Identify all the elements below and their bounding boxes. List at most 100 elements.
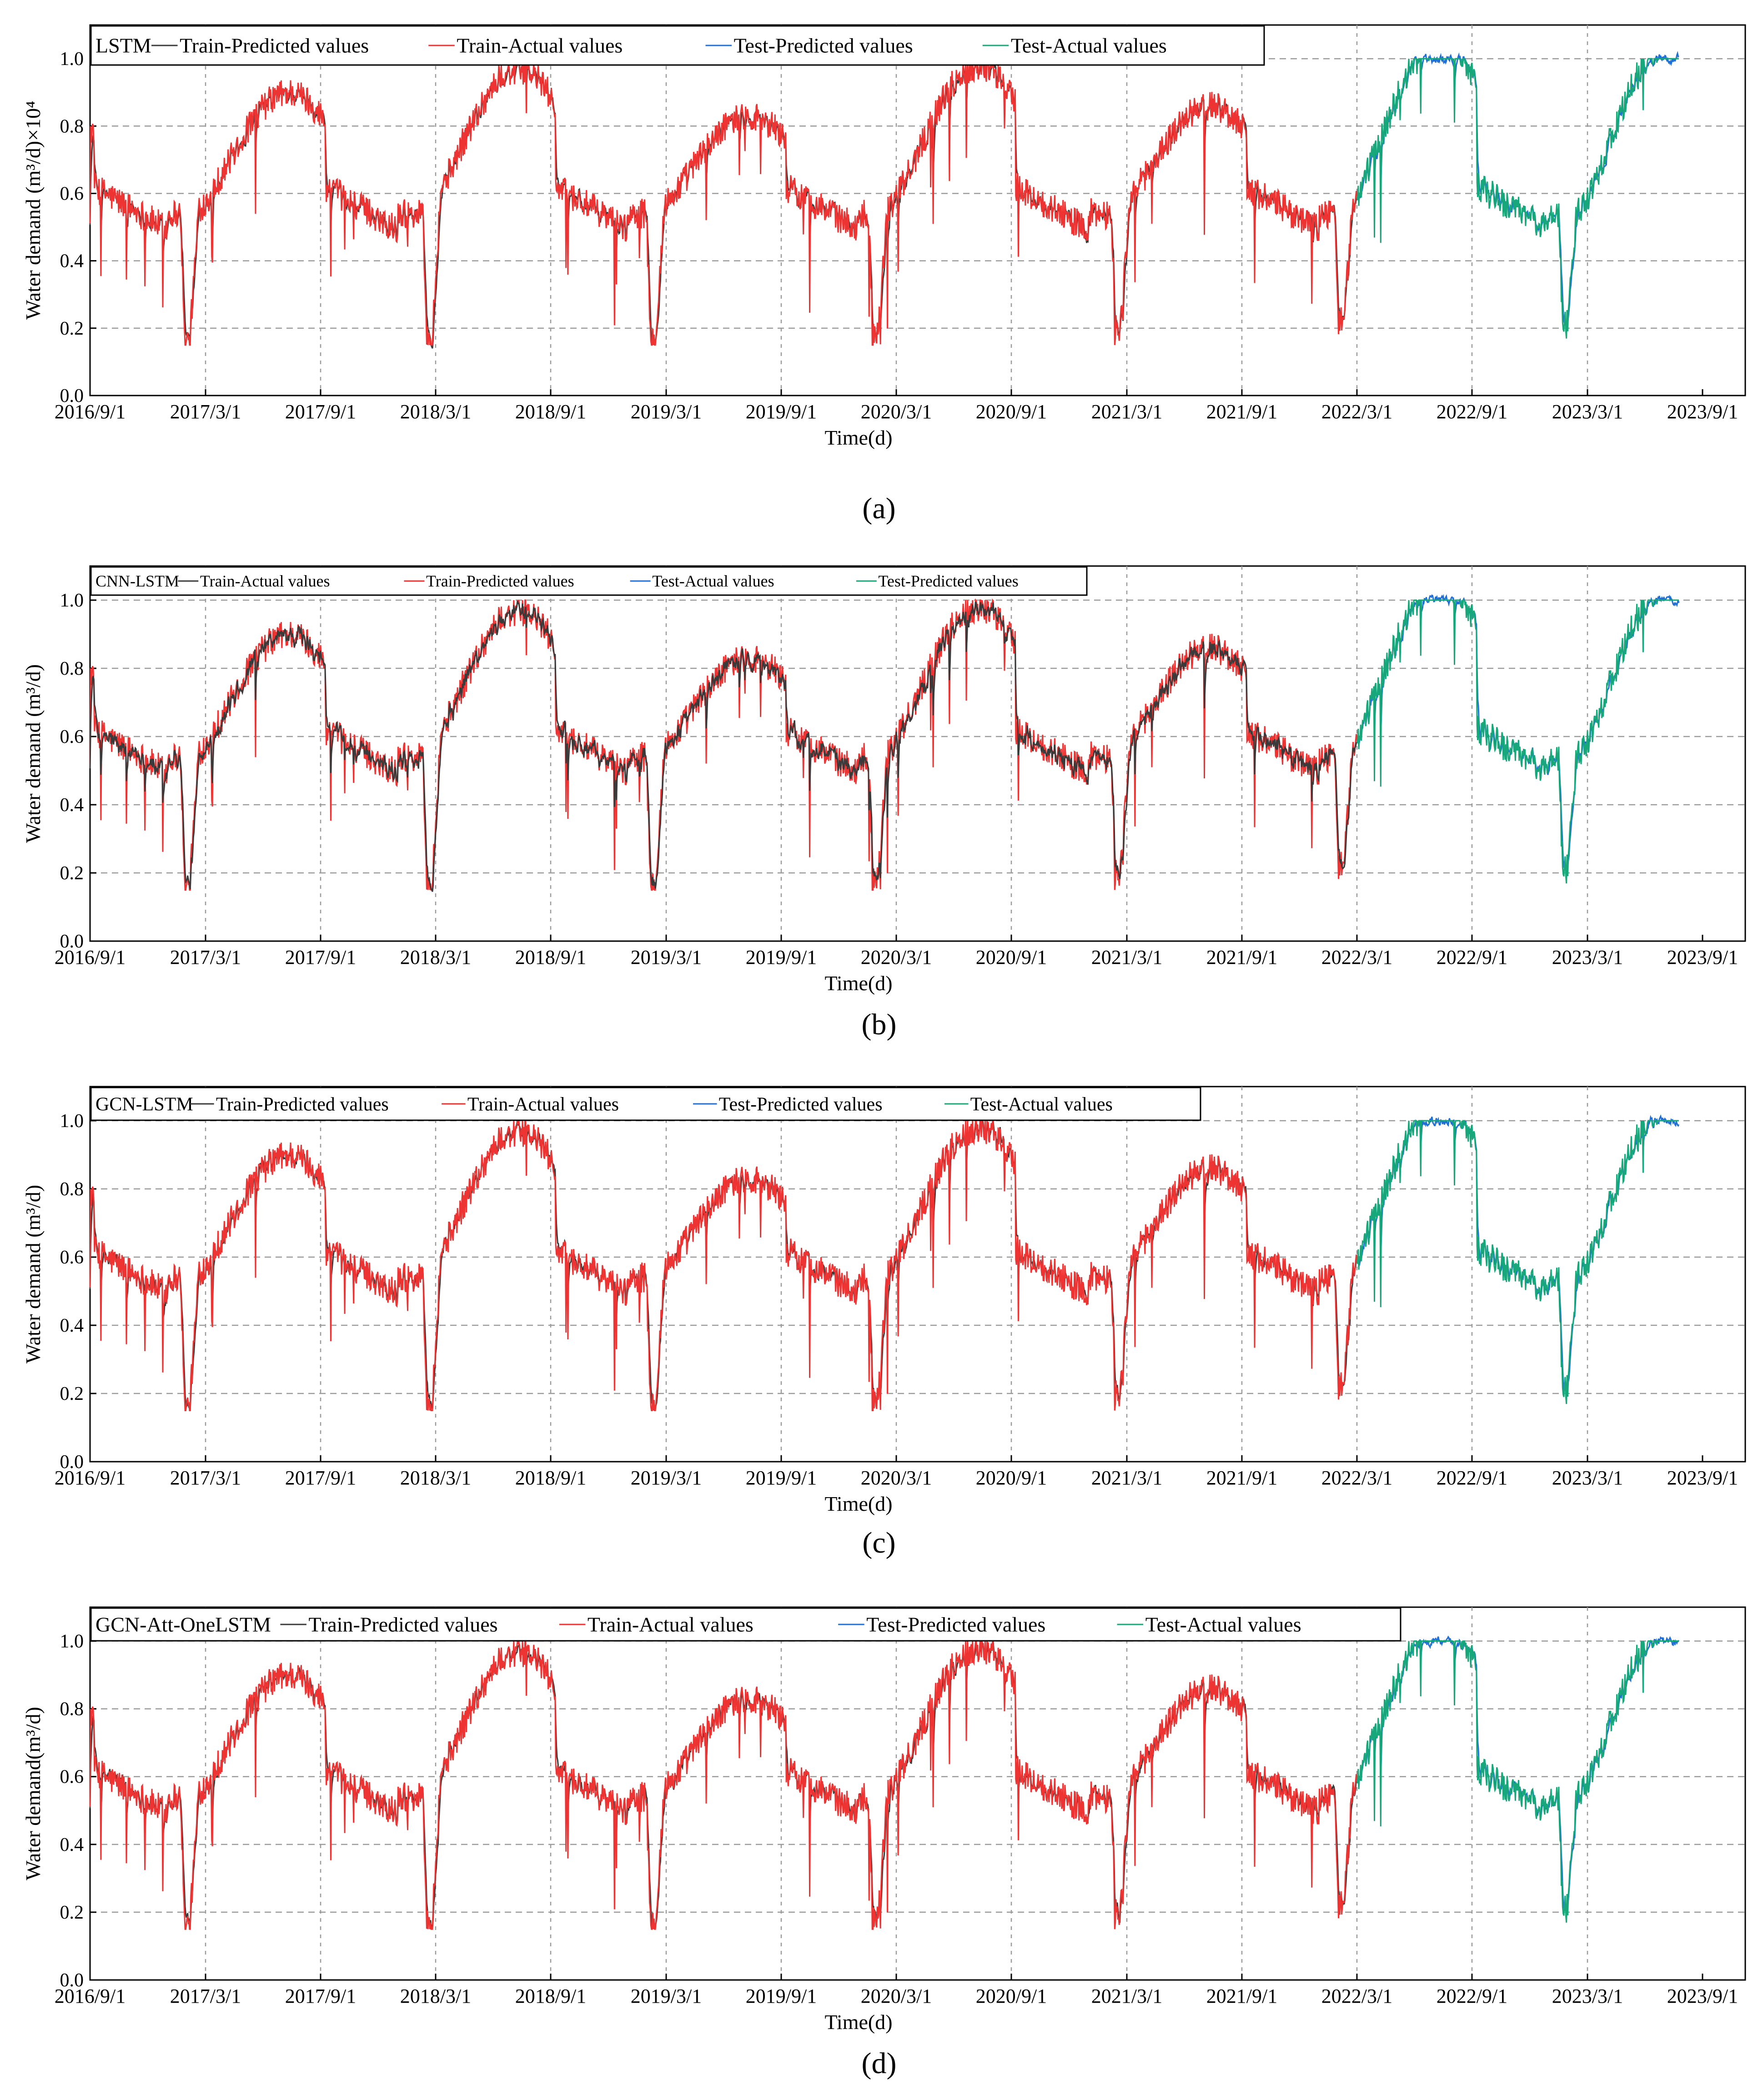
legend-label: Test-Predicted values bbox=[734, 34, 913, 57]
series-train-black bbox=[89, 601, 1358, 892]
x-tick-label: 2022/3/1 bbox=[1321, 1985, 1392, 2007]
x-tick-label: 2021/3/1 bbox=[1091, 1985, 1162, 2007]
x-tick-label: 2019/9/1 bbox=[746, 946, 817, 968]
x-tick-label: 2018/9/1 bbox=[515, 401, 586, 423]
x-tick-label: 2020/9/1 bbox=[976, 1467, 1047, 1489]
y-tick-label: 0.8 bbox=[60, 1699, 84, 1720]
y-tick-label: 0.0 bbox=[60, 386, 84, 406]
x-axis-label: Time(d) bbox=[824, 426, 892, 449]
x-tick-label: 2017/3/1 bbox=[170, 1985, 241, 2007]
plot-frame bbox=[89, 1606, 1746, 1981]
y-axis-label: Water demand (m³/d)×10⁴ bbox=[21, 101, 45, 320]
legend-box bbox=[90, 1607, 1401, 1642]
x-tick-label: 2016/9/1 bbox=[55, 1985, 126, 2007]
y-tick-label: 0.2 bbox=[60, 863, 84, 884]
x-tick-label: 2018/3/1 bbox=[400, 1467, 471, 1489]
panel-caption: (a) bbox=[862, 492, 895, 525]
y-tick-label: 0.4 bbox=[60, 1315, 84, 1336]
legend-label: Test-Predicted values bbox=[866, 1613, 1045, 1636]
series-test-green bbox=[1356, 57, 1679, 339]
series-test-green bbox=[1356, 599, 1679, 884]
x-tick-label: 2021/9/1 bbox=[1206, 401, 1277, 423]
y-tick-label: 0.8 bbox=[60, 1179, 84, 1200]
x-tick-label: 2019/3/1 bbox=[631, 1467, 702, 1489]
chart-panel-b: 0.0 0.2 0.4 0.6 0.8 1.0 2016/9/1 2017/3/1 2017/9… bbox=[21, 565, 1746, 1041]
x-tick-label: 2016/9/1 bbox=[55, 401, 126, 423]
legend-model-tag: GCN-LSTM bbox=[95, 1094, 193, 1115]
legend-label: Train-Predicted values bbox=[180, 34, 369, 57]
x-tick-label: 2017/3/1 bbox=[170, 1467, 241, 1489]
y-axis-label: Water demand (m³/d) bbox=[21, 1185, 45, 1363]
series-test-green bbox=[1356, 1119, 1679, 1404]
x-tick-label: 2022/3/1 bbox=[1321, 401, 1392, 423]
x-tick-label: 2017/9/1 bbox=[285, 1467, 356, 1489]
x-tick-label: 2022/9/1 bbox=[1437, 946, 1507, 968]
x-tick-label: 2022/9/1 bbox=[1437, 401, 1507, 423]
x-axis-label: Time(d) bbox=[824, 972, 892, 995]
x-tick-label: 2019/3/1 bbox=[631, 1985, 702, 2007]
x-tick-label: 2019/3/1 bbox=[631, 401, 702, 423]
x-tick-label: 2019/3/1 bbox=[631, 946, 702, 968]
x-tick-label: 2016/9/1 bbox=[55, 946, 126, 968]
panel-caption: (c) bbox=[862, 1526, 895, 1559]
y-axis-label: Water demand (m³/d) bbox=[21, 664, 45, 843]
x-tick-label: 2023/9/1 bbox=[1667, 1985, 1738, 2007]
y-tick-label: 0.8 bbox=[60, 658, 84, 679]
legend-model-tag: CNN-LSTM bbox=[95, 572, 179, 590]
y-tick-label: 0.8 bbox=[60, 116, 84, 137]
x-tick-label: 2017/3/1 bbox=[170, 401, 241, 423]
x-tick-label: 2022/3/1 bbox=[1321, 946, 1392, 968]
y-tick-label: 0.6 bbox=[60, 183, 84, 204]
x-tick-label: 2023/9/1 bbox=[1667, 946, 1738, 968]
x-tick-label: 2023/3/1 bbox=[1552, 1985, 1623, 2007]
y-tick-label: 0.4 bbox=[60, 251, 84, 272]
y-tick-label: 1.0 bbox=[60, 590, 84, 611]
legend: CNN-LSTM Train-Actual values Train-Predict… bbox=[90, 566, 1088, 596]
x-tick-label: 2021/9/1 bbox=[1206, 946, 1277, 968]
legend-box bbox=[90, 566, 1088, 596]
legend-label: Train-Actual values bbox=[467, 1094, 619, 1115]
x-tick-label: 2017/9/1 bbox=[285, 1985, 356, 2007]
y-tick-label: 0.6 bbox=[60, 1767, 84, 1788]
legend-label: Train-Actual values bbox=[457, 34, 623, 57]
y-tick-label: 1.0 bbox=[60, 49, 84, 70]
panel-caption: (b) bbox=[862, 1008, 897, 1041]
series-train-black bbox=[89, 1641, 1358, 1930]
legend-label: Test-Actual values bbox=[652, 572, 774, 590]
x-tick-label: 2017/9/1 bbox=[285, 946, 356, 968]
x-tick-label: 2023/9/1 bbox=[1667, 1467, 1738, 1489]
x-tick-label: 2022/3/1 bbox=[1321, 1467, 1392, 1489]
x-tick-label: 2020/9/1 bbox=[976, 1985, 1047, 2007]
chart-panel-c: 0.0 0.2 0.4 0.6 0.8 1.0 2016/9/1 2017/3/1 2017/9… bbox=[21, 1086, 1746, 1559]
x-tick-label: 2020/3/1 bbox=[861, 1467, 932, 1489]
x-tick-label: 2017/3/1 bbox=[170, 946, 241, 968]
y-tick-label: 0.0 bbox=[60, 1452, 84, 1473]
x-tick-label: 2021/9/1 bbox=[1206, 1985, 1277, 2007]
x-tick-label: 2023/3/1 bbox=[1552, 1467, 1623, 1489]
x-axis-label: Time(d) bbox=[824, 2010, 892, 2034]
legend-label: Train-Predicted values bbox=[216, 1094, 389, 1115]
series-test-green bbox=[1356, 1640, 1679, 1923]
x-tick-label: 2019/9/1 bbox=[746, 1985, 817, 2007]
plot-frame bbox=[89, 1086, 1746, 1463]
legend-label: Train-Predicted values bbox=[309, 1613, 498, 1636]
legend-label: Test-Actual values bbox=[1145, 1613, 1301, 1636]
legend-model-tag: GCN-Att-OneLSTM bbox=[95, 1613, 271, 1636]
chart-panel-a: 0.0 0.2 0.4 0.6 0.8 1.0 2016/9/1 2017/3/1 2017/9… bbox=[21, 24, 1746, 525]
y-tick-label: 0.4 bbox=[60, 795, 84, 816]
legend: LSTM Train-Predicted values Train-Actual v… bbox=[90, 25, 1265, 66]
plot-frame bbox=[89, 565, 1746, 942]
legend-label: Test-Predicted values bbox=[719, 1094, 883, 1115]
x-tick-label: 2020/3/1 bbox=[861, 1985, 932, 2007]
y-tick-label: 0.0 bbox=[60, 931, 84, 952]
x-tick-label: 2021/3/1 bbox=[1091, 401, 1162, 423]
x-tick-label: 2018/3/1 bbox=[400, 401, 471, 423]
legend: GCN-LSTM Train-Predicted values Train-Actu… bbox=[90, 1087, 1201, 1121]
series-train-red bbox=[89, 57, 1358, 346]
x-tick-label: 2022/9/1 bbox=[1437, 1985, 1507, 2007]
legend-label: Test-Actual values bbox=[1011, 34, 1167, 57]
x-tick-label: 2018/9/1 bbox=[515, 1467, 586, 1489]
y-tick-label: 0.2 bbox=[60, 1902, 84, 1923]
x-tick-label: 2023/9/1 bbox=[1667, 401, 1738, 423]
x-tick-label: 2023/3/1 bbox=[1552, 946, 1623, 968]
